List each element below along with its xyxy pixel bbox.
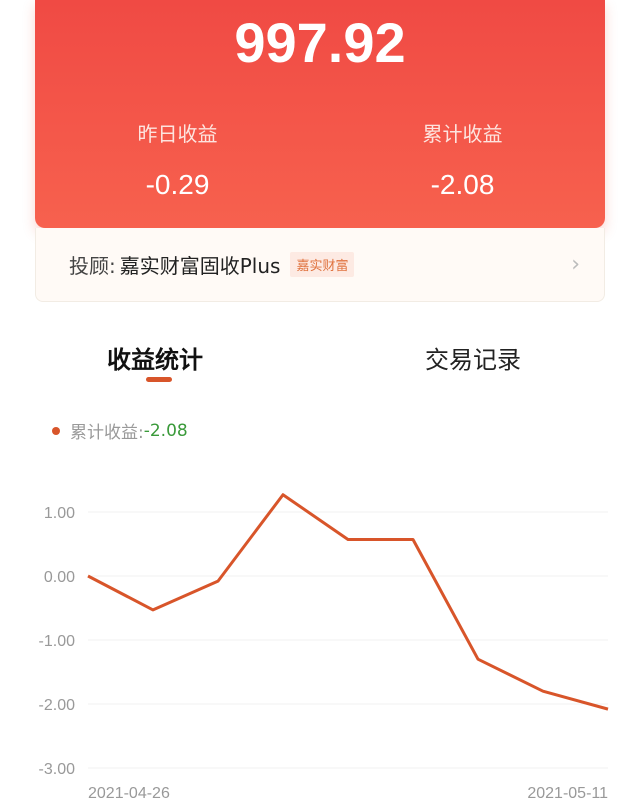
advisor-prefix: 投顾: xyxy=(69,254,116,278)
cumulative-label: 累计收益 xyxy=(422,122,503,146)
advisor-tag: 嘉实财富 xyxy=(290,252,355,277)
legend-dot-icon xyxy=(52,426,60,435)
active-tab-indicator xyxy=(146,377,172,382)
y-tick-label: 0.00 xyxy=(44,569,75,586)
legend-label: 累计收益: xyxy=(70,423,144,443)
yesterday-label: 昨日收益 xyxy=(137,122,218,146)
chevron-right-icon: › xyxy=(571,252,580,277)
x-tick-label: 2021-04-26 xyxy=(88,785,170,802)
advisor-name: 嘉实财富固收Plus xyxy=(119,254,281,278)
series-line xyxy=(87,493,609,711)
tab-income-stats[interactable]: 收益统计 xyxy=(107,346,203,374)
y-tick-label: -1.00 xyxy=(39,633,76,650)
cumulative-income: 累计收益 -2.08 xyxy=(320,118,605,201)
x-tick-label: 2021-05-11 xyxy=(527,785,608,802)
advisor-row[interactable]: 投顾: 嘉实财富固收Plus 嘉实财富 › xyxy=(35,228,605,302)
yesterday-income: 昨日收益 -0.29 xyxy=(35,118,320,201)
summary-card: 997.92 昨日收益 -0.29 累计收益 -2.08 xyxy=(35,0,605,228)
y-tick-label: -2.00 xyxy=(39,697,76,714)
tab-transactions[interactable]: 交易记录 xyxy=(425,346,521,374)
yesterday-value: -0.29 xyxy=(145,169,210,200)
cumulative-value: -2.08 xyxy=(430,169,495,200)
y-tick-label: 1.00 xyxy=(44,505,75,522)
chart-legend: 累计收益: -2.08 xyxy=(52,418,188,443)
y-tick-label: -3.00 xyxy=(39,761,76,778)
total-assets: 997.92 xyxy=(234,11,406,74)
legend-value: -2.08 xyxy=(143,420,188,441)
